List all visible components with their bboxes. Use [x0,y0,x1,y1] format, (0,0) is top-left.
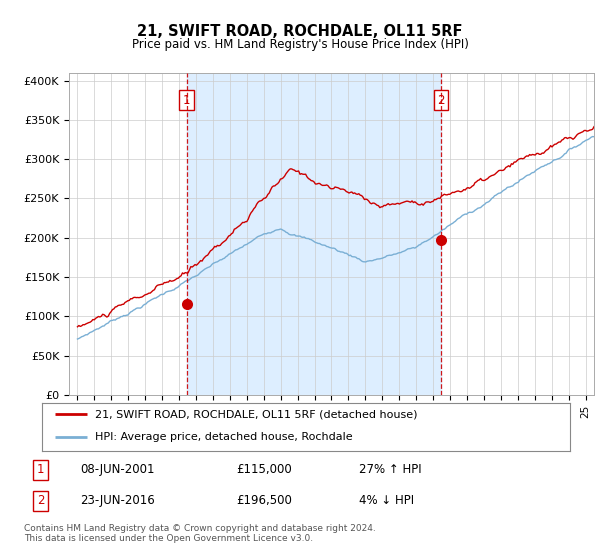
Text: 1: 1 [183,94,190,107]
Text: HPI: Average price, detached house, Rochdale: HPI: Average price, detached house, Roch… [95,432,352,442]
Text: 27% ↑ HPI: 27% ↑ HPI [359,463,421,476]
Text: 21, SWIFT ROAD, ROCHDALE, OL11 5RF: 21, SWIFT ROAD, ROCHDALE, OL11 5RF [137,24,463,39]
Text: £115,000: £115,000 [236,463,292,476]
Text: £196,500: £196,500 [236,494,292,507]
Text: 23-JUN-2016: 23-JUN-2016 [80,494,155,507]
Text: 08-JUN-2001: 08-JUN-2001 [80,463,154,476]
Text: Contains HM Land Registry data © Crown copyright and database right 2024.
This d: Contains HM Land Registry data © Crown c… [24,524,376,543]
Bar [187,73,441,395]
Text: 1: 1 [37,463,44,476]
Text: 2: 2 [37,494,44,507]
Text: 4% ↓ HPI: 4% ↓ HPI [359,494,414,507]
Text: Price paid vs. HM Land Registry's House Price Index (HPI): Price paid vs. HM Land Registry's House … [131,38,469,51]
Text: 21, SWIFT ROAD, ROCHDALE, OL11 5RF (detached house): 21, SWIFT ROAD, ROCHDALE, OL11 5RF (deta… [95,409,418,419]
Text: 2: 2 [437,94,445,107]
